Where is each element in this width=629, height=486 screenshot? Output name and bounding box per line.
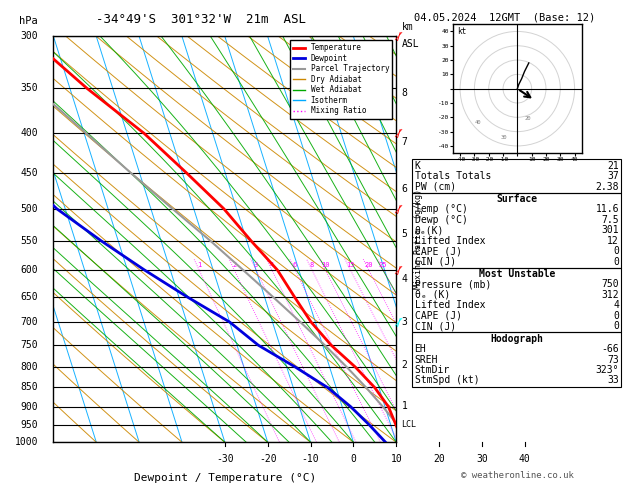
Text: θₑ(K): θₑ(K) bbox=[415, 225, 444, 235]
Text: 30: 30 bbox=[476, 453, 488, 464]
Text: PW (cm): PW (cm) bbox=[415, 181, 455, 191]
Text: $\not\!\!\!/$: $\not\!\!\!/$ bbox=[394, 126, 404, 140]
Text: km: km bbox=[401, 22, 413, 33]
Text: 400: 400 bbox=[20, 128, 38, 139]
Text: 800: 800 bbox=[20, 362, 38, 372]
Text: EH: EH bbox=[415, 344, 426, 354]
Text: 2: 2 bbox=[232, 262, 237, 268]
Text: 15: 15 bbox=[346, 262, 355, 268]
Text: Mixing Ratio  (g/kg): Mixing Ratio (g/kg) bbox=[414, 190, 423, 289]
Text: Hodograph: Hodograph bbox=[490, 333, 543, 344]
Text: 6: 6 bbox=[401, 184, 408, 193]
Text: 301: 301 bbox=[601, 225, 619, 235]
Text: 1: 1 bbox=[197, 262, 201, 268]
Text: 900: 900 bbox=[20, 402, 38, 412]
Text: 8: 8 bbox=[401, 88, 408, 98]
Text: 20: 20 bbox=[525, 116, 531, 121]
Text: 2: 2 bbox=[401, 360, 408, 370]
Text: 73: 73 bbox=[607, 354, 619, 364]
Text: 1000: 1000 bbox=[14, 437, 38, 447]
Text: 2.38: 2.38 bbox=[596, 181, 619, 191]
Text: 37: 37 bbox=[607, 171, 619, 181]
Text: θₑ (K): θₑ (K) bbox=[415, 290, 450, 300]
Text: 750: 750 bbox=[20, 340, 38, 350]
Text: 4: 4 bbox=[401, 274, 408, 284]
Text: 20: 20 bbox=[433, 453, 445, 464]
Text: 21: 21 bbox=[607, 160, 619, 171]
Text: StmSpd (kt): StmSpd (kt) bbox=[415, 375, 479, 385]
Text: 1: 1 bbox=[401, 401, 408, 411]
Text: 3: 3 bbox=[401, 317, 408, 327]
Text: 0: 0 bbox=[613, 311, 619, 321]
Text: CAPE (J): CAPE (J) bbox=[415, 246, 462, 256]
Text: $\not\!\!\!/$: $\not\!\!\!/$ bbox=[394, 30, 404, 43]
Text: CIN (J): CIN (J) bbox=[415, 257, 455, 267]
Text: 10: 10 bbox=[391, 453, 402, 464]
Text: Lifted Index: Lifted Index bbox=[415, 236, 485, 246]
Text: -10: -10 bbox=[302, 453, 320, 464]
Text: 750: 750 bbox=[601, 279, 619, 290]
Text: 4: 4 bbox=[270, 262, 274, 268]
Text: 40: 40 bbox=[519, 453, 531, 464]
Text: 5: 5 bbox=[401, 229, 408, 239]
Text: Most Unstable: Most Unstable bbox=[479, 269, 555, 279]
Text: 4: 4 bbox=[613, 300, 619, 311]
Text: 0: 0 bbox=[350, 453, 357, 464]
Text: 312: 312 bbox=[601, 290, 619, 300]
Text: 300: 300 bbox=[20, 32, 38, 41]
Text: CAPE (J): CAPE (J) bbox=[415, 311, 462, 321]
Text: 3: 3 bbox=[254, 262, 259, 268]
Text: 650: 650 bbox=[20, 292, 38, 302]
Text: 11.6: 11.6 bbox=[596, 204, 619, 214]
Text: ASL: ASL bbox=[401, 38, 419, 49]
Text: 450: 450 bbox=[20, 168, 38, 178]
Text: -34°49'S  301°32'W  21m  ASL: -34°49'S 301°32'W 21m ASL bbox=[96, 13, 306, 26]
Text: 500: 500 bbox=[20, 204, 38, 214]
Text: © weatheronline.co.uk: © weatheronline.co.uk bbox=[460, 471, 574, 480]
Text: 323°: 323° bbox=[596, 365, 619, 375]
Text: 0: 0 bbox=[613, 257, 619, 267]
Text: 30: 30 bbox=[500, 135, 507, 140]
Text: Surface: Surface bbox=[496, 194, 537, 204]
Text: 550: 550 bbox=[20, 236, 38, 246]
Text: CIN (J): CIN (J) bbox=[415, 321, 455, 331]
Text: -66: -66 bbox=[601, 344, 619, 354]
Text: 25: 25 bbox=[379, 262, 387, 268]
Text: 12: 12 bbox=[607, 236, 619, 246]
Text: $\not\!\!\!/$: $\not\!\!\!/$ bbox=[394, 202, 404, 216]
Text: Dewpoint / Temperature (°C): Dewpoint / Temperature (°C) bbox=[134, 473, 316, 483]
Text: hPa: hPa bbox=[19, 17, 38, 26]
Text: 7.5: 7.5 bbox=[601, 215, 619, 225]
Text: K: K bbox=[415, 160, 420, 171]
Text: 10: 10 bbox=[321, 262, 330, 268]
Text: 7: 7 bbox=[401, 137, 408, 147]
Text: $\not\!\!\!/$: $\not\!\!\!/$ bbox=[394, 263, 404, 277]
Text: Dewp (°C): Dewp (°C) bbox=[415, 215, 467, 225]
Text: 0: 0 bbox=[613, 246, 619, 256]
Legend: Temperature, Dewpoint, Parcel Trajectory, Dry Adiabat, Wet Adiabat, Isotherm, Mi: Temperature, Dewpoint, Parcel Trajectory… bbox=[290, 40, 392, 119]
Text: 20: 20 bbox=[365, 262, 373, 268]
Text: 0: 0 bbox=[613, 321, 619, 331]
Text: 40: 40 bbox=[474, 121, 481, 125]
Text: 33: 33 bbox=[607, 375, 619, 385]
Text: Lifted Index: Lifted Index bbox=[415, 300, 485, 311]
Text: Pressure (mb): Pressure (mb) bbox=[415, 279, 491, 290]
Text: 850: 850 bbox=[20, 382, 38, 393]
Text: -20: -20 bbox=[259, 453, 277, 464]
Text: kt: kt bbox=[457, 27, 467, 36]
Text: -30: -30 bbox=[216, 453, 234, 464]
Text: 950: 950 bbox=[20, 420, 38, 430]
Text: 04.05.2024  12GMT  (Base: 12): 04.05.2024 12GMT (Base: 12) bbox=[414, 12, 595, 22]
Text: 700: 700 bbox=[20, 317, 38, 327]
Text: 350: 350 bbox=[20, 84, 38, 93]
Text: StmDir: StmDir bbox=[415, 365, 450, 375]
Text: $\not\!\!\!/$: $\not\!\!\!/$ bbox=[394, 315, 404, 329]
Text: SREH: SREH bbox=[415, 354, 438, 364]
Text: 6: 6 bbox=[293, 262, 298, 268]
Text: 8: 8 bbox=[310, 262, 314, 268]
Text: 600: 600 bbox=[20, 265, 38, 275]
Text: LCL: LCL bbox=[401, 420, 416, 430]
Text: Totals Totals: Totals Totals bbox=[415, 171, 491, 181]
Text: Temp (°C): Temp (°C) bbox=[415, 204, 467, 214]
